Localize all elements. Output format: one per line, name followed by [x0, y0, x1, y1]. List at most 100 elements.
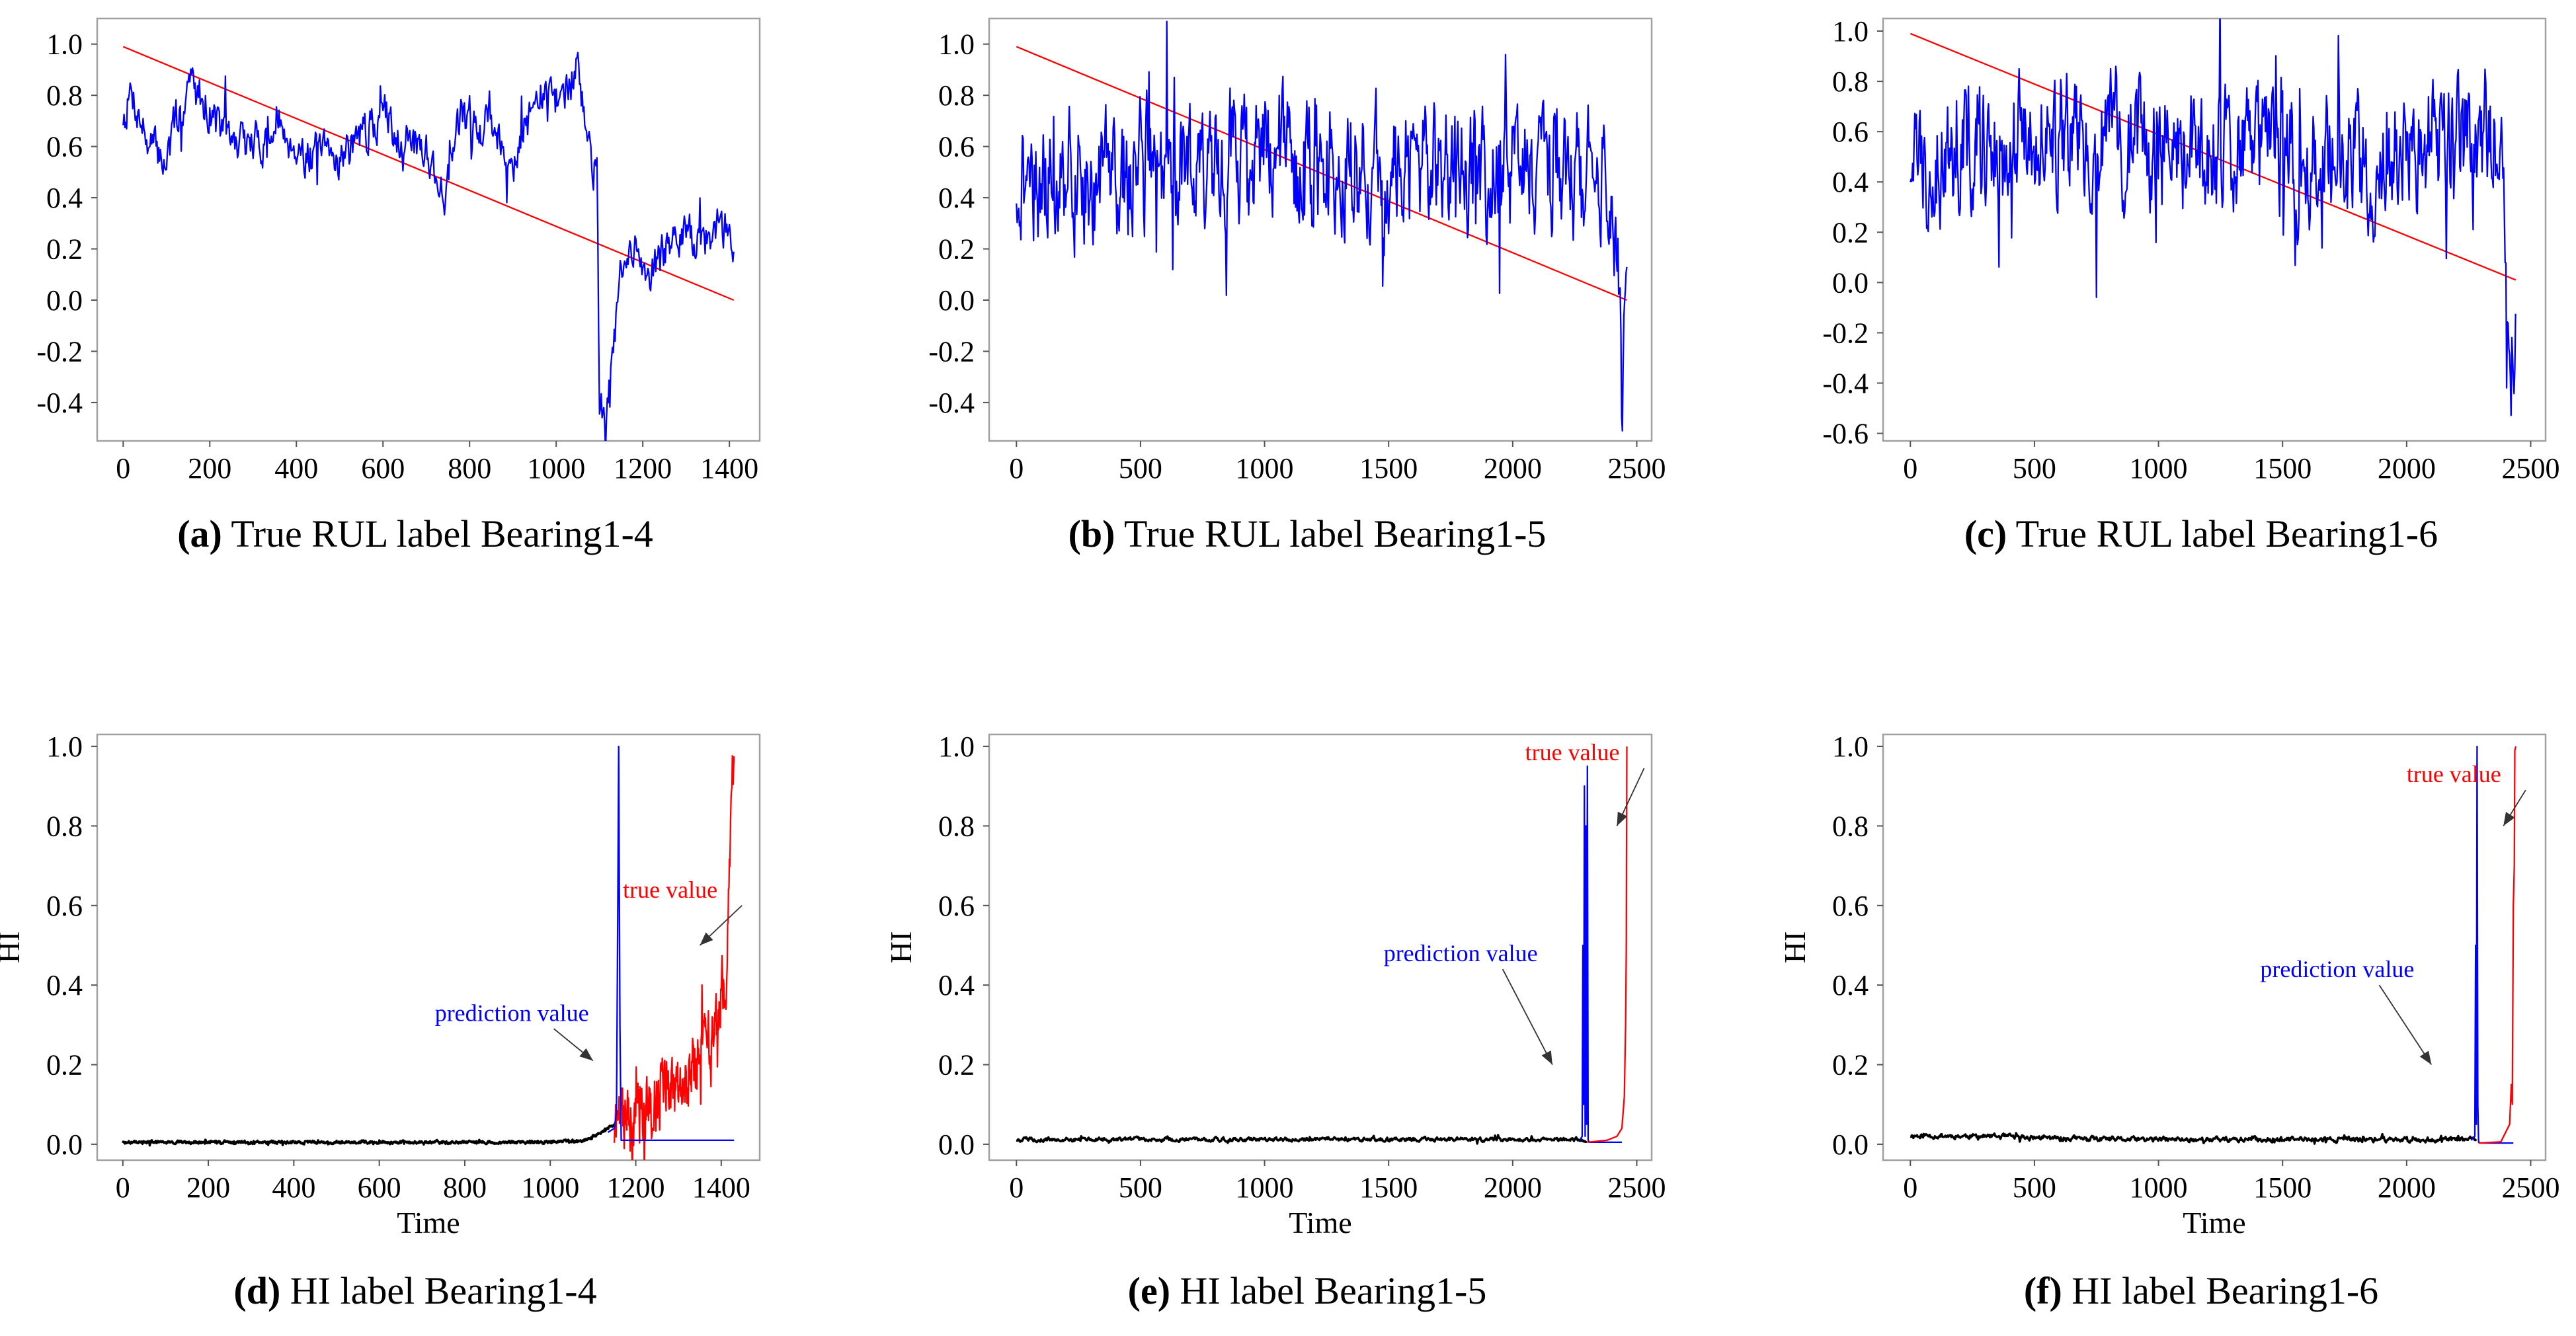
y-tick-label: -0.2: [1822, 317, 1869, 349]
annotation-label: prediction value: [2260, 956, 2414, 982]
annotation-label: true value: [623, 877, 717, 903]
annotation-label: prediction value: [435, 1000, 589, 1026]
x-tick-label: 500: [1119, 452, 1162, 485]
y-tick-label: 0.6: [1832, 890, 1869, 922]
caption-letter: (d): [233, 1269, 280, 1312]
plot-area: [1016, 20, 1628, 432]
x-tick-label: 1000: [1236, 452, 1294, 485]
x-tick-label: 500: [1119, 1171, 1162, 1204]
plot-area: [1910, 745, 2517, 1145]
annotation-arrowhead: [1541, 1050, 1552, 1065]
panel-caption: (b) True RUL label Bearing1-5: [1068, 512, 1547, 555]
y-tick-label: 0.4: [938, 969, 975, 1002]
series-line-true-value: [2478, 746, 2517, 1144]
panel-caption: (d) HI label Bearing1-4: [233, 1269, 596, 1312]
series-line-true-value: [1587, 746, 1628, 1144]
x-tick-label: 2500: [2501, 452, 2559, 485]
caption-letter: (c): [1964, 512, 2007, 555]
x-tick-label: 600: [358, 1171, 401, 1204]
series-line-predicted-RUL: [1910, 19, 2516, 416]
x-tick-label: 2500: [1607, 452, 1666, 485]
x-tick-label: 200: [186, 1171, 230, 1204]
annotation-arrowhead: [579, 1048, 593, 1061]
x-tick-label: 500: [2013, 452, 2056, 485]
y-tick-label: 0.2: [938, 1049, 975, 1081]
caption-text: HI label Bearing1-5: [1170, 1269, 1486, 1312]
x-tick-label: 2000: [1484, 452, 1542, 485]
chart-panel-b: 0 500 1000 1500 2000 2500 -0.4 -0.2 0.0 0.2 0.4 0.6…: [928, 17, 1666, 555]
x-axis-label: Time: [1289, 1206, 1351, 1239]
series-line-history: [122, 1123, 616, 1147]
series-line-predicted-RUL: [122, 52, 735, 441]
y-tick-label: -0.4: [1822, 368, 1869, 400]
x-tick-label: 2500: [2501, 1171, 2559, 1204]
annotation-arrow: [2378, 984, 2433, 1066]
axes-frame: [96, 17, 761, 442]
x-tick-label: 0: [1903, 1171, 1917, 1204]
y-tick-label: 0.4: [938, 182, 975, 214]
caption-text: HI label Bearing1-6: [2062, 1269, 2378, 1312]
x-tick-label: 0: [1009, 1171, 1024, 1204]
annotation-arrowhead: [700, 932, 713, 945]
y-tick-label: 0.0: [46, 1128, 83, 1161]
y-tick-label: 0.8: [938, 810, 975, 842]
plot-area: [122, 46, 735, 441]
y-tick-label: 1.0: [46, 730, 83, 763]
x-tick-label: 1400: [692, 1171, 750, 1204]
panel-caption: (e) HI label Bearing1-5: [1128, 1269, 1487, 1312]
x-tick-label: 800: [448, 452, 491, 485]
chart-panel-a: 0 200 400 600 800 1000 1200 1400 -0.4 -0.2 0.0 0.2 0…: [36, 17, 761, 555]
y-tick-label: 0.8: [1832, 65, 1869, 98]
y-tick-label: 0.0: [938, 1128, 975, 1161]
y-tick-label: -0.2: [36, 335, 83, 368]
series-line-true-value: [614, 755, 735, 1160]
y-tick-label: -0.4: [36, 387, 83, 419]
x-tick-label: 0: [1903, 452, 1917, 485]
y-tick-label: 1.0: [46, 28, 83, 61]
y-tick-label: 0.6: [938, 890, 975, 922]
x-tick-label: 2000: [2378, 452, 2436, 485]
axes-frame: [988, 17, 1653, 442]
chart-panel-e: 0 500 1000 1500 2000 2500 0.0 0.2 0.4 0.6 0.8 1.0 Ti…: [884, 730, 1666, 1312]
axes-frame: [988, 733, 1653, 1161]
series-line-true-RUL: [1016, 46, 1627, 301]
y-tick-label: 0.0: [46, 284, 83, 317]
caption-letter: (e): [1128, 1269, 1170, 1312]
series-line-prediction-value: [607, 745, 735, 1142]
y-tick-label: 0.0: [1832, 266, 1869, 299]
caption-letter: (a): [177, 512, 222, 555]
x-tick-label: 1000: [521, 1171, 579, 1204]
x-tick-label: 400: [274, 452, 318, 485]
caption-text: True RUL label Bearing1-4: [222, 512, 653, 555]
series-line-prediction-value: [2470, 745, 2514, 1144]
x-tick-label: 1000: [2130, 1171, 2188, 1204]
x-tick-label: 1000: [2130, 452, 2188, 485]
y-tick-label: 1.0: [1832, 730, 1869, 763]
caption-letter: (b): [1068, 512, 1115, 555]
annotation-arrowhead: [1617, 811, 1628, 826]
x-tick-label: 0: [116, 452, 130, 485]
y-tick-label: 0.2: [46, 233, 83, 266]
series-line-predicted-RUL: [1016, 20, 1628, 432]
plot-area: [1910, 19, 2516, 416]
annotation-label: prediction value: [1384, 940, 1538, 966]
annotation-arrowhead: [2419, 1050, 2432, 1065]
x-tick-label: 800: [443, 1171, 487, 1204]
series-line-history: [1910, 1132, 2477, 1145]
axes-frame: [1882, 17, 2547, 442]
y-tick-label: 0.4: [1832, 166, 1869, 198]
x-axis-label: Time: [397, 1206, 460, 1239]
caption-text: True RUL label Bearing1-5: [1115, 512, 1547, 555]
x-tick-label: 0: [116, 1171, 130, 1204]
annotation-label: true value: [2407, 761, 2501, 787]
x-tick-label: 1500: [2253, 452, 2312, 485]
x-tick-label: 1500: [2253, 1171, 2312, 1204]
caption-text: True RUL label Bearing1-6: [2007, 512, 2438, 555]
axes-frame: [96, 733, 761, 1161]
y-tick-label: -0.2: [928, 335, 975, 368]
y-tick-label: 0.6: [938, 131, 975, 163]
y-tick-label: 1.0: [1832, 15, 1869, 48]
series-line-prediction-value: [1579, 765, 1622, 1144]
x-tick-label: 1200: [607, 1171, 665, 1204]
